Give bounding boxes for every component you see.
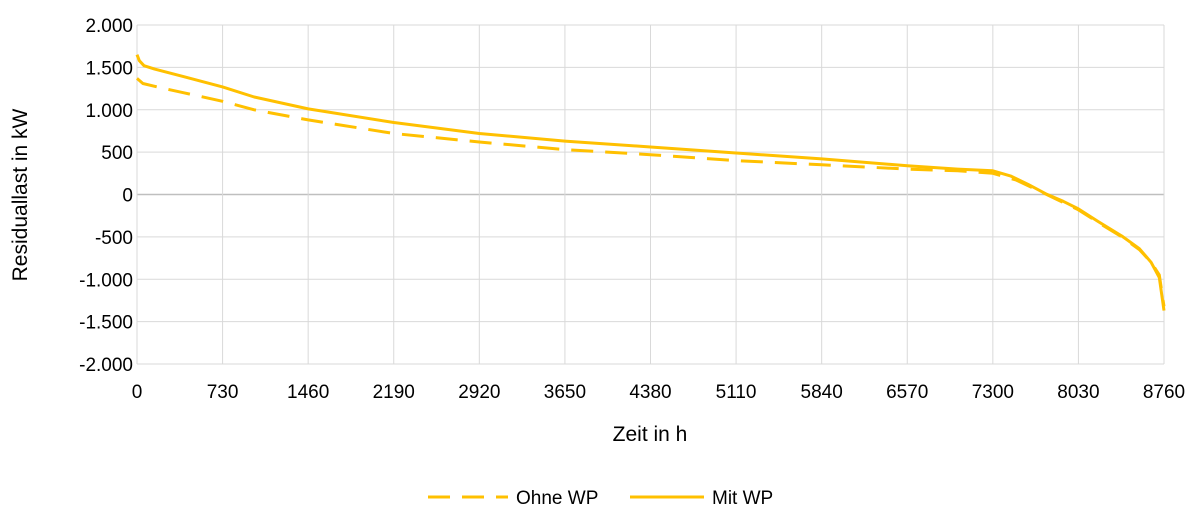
x-tick-label: 5840 — [801, 382, 843, 403]
y-tick-label: -1.000 — [79, 270, 133, 291]
x-tick-label: 3650 — [544, 382, 586, 403]
y-tick-label: 2.000 — [85, 16, 133, 37]
y-tick-label: 1.500 — [85, 58, 133, 79]
x-axis-ticks: 0 730 1460 2190 2920 3650 4380 5110 5840 6570 7300… — [132, 382, 1185, 403]
gridlines — [136, 24, 1165, 365]
y-tick-label: 0 — [122, 186, 133, 207]
x-tick-label: 6570 — [886, 382, 928, 403]
legend: Ohne WP Mit WP — [428, 488, 773, 509]
x-tick-label: 4380 — [629, 382, 671, 403]
y-axis-title: Residuallast in kW — [9, 108, 32, 281]
x-tick-label: 1460 — [287, 382, 329, 403]
x-tick-label: 2920 — [458, 382, 500, 403]
x-axis-title: Zeit in h — [613, 423, 688, 446]
y-tick-label: -1.500 — [79, 313, 133, 334]
y-tick-label: 500 — [101, 143, 133, 164]
legend-label-mit-wp: Mit WP — [712, 488, 773, 509]
x-tick-label: 5110 — [716, 382, 757, 403]
legend-label-ohne-wp: Ohne WP — [516, 488, 598, 509]
x-tick-label: 8030 — [1057, 382, 1099, 403]
x-tick-label: 0 — [132, 382, 143, 403]
y-axis-ticks: 2.000 1.500 1.000 500 0 -500 -1.000 -1.500 -2.00… — [79, 16, 133, 376]
series-line-mit-wp — [135, 54, 1166, 311]
x-tick-label: 730 — [207, 382, 239, 403]
y-tick-label: -2.000 — [79, 355, 133, 376]
x-tick-label: 8760 — [1143, 382, 1185, 403]
y-tick-label: 1.000 — [85, 101, 133, 122]
y-tick-label: -500 — [95, 228, 133, 249]
x-tick-label: 2190 — [373, 382, 415, 403]
series-lines — [135, 54, 1166, 311]
x-tick-label: 7300 — [972, 382, 1014, 403]
